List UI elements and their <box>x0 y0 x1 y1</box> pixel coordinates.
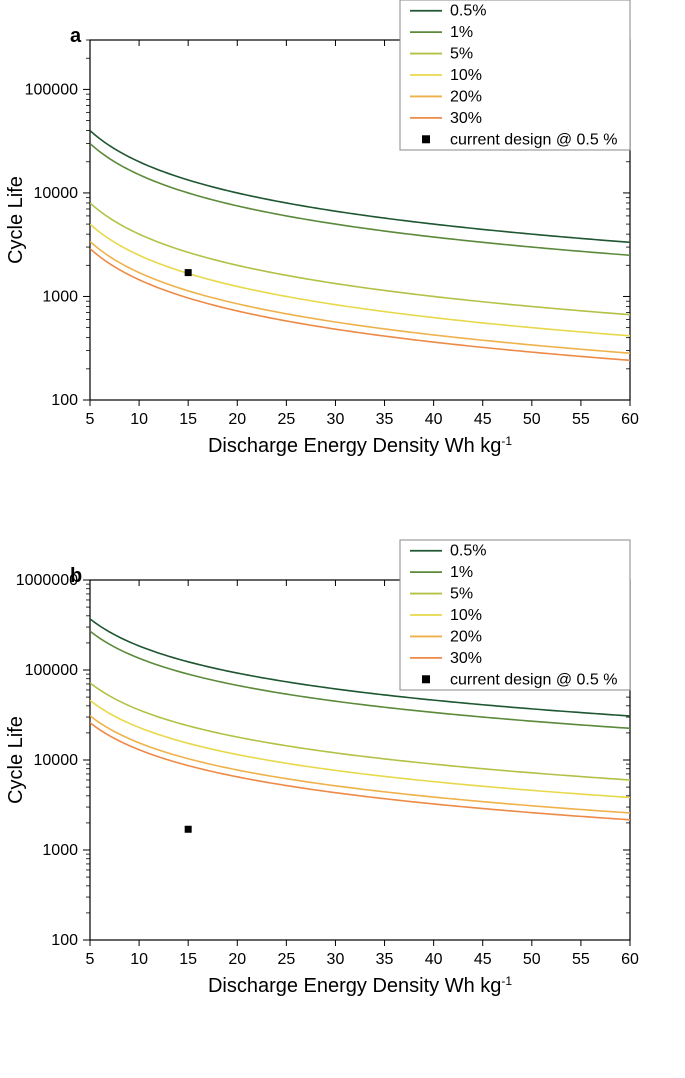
svg-text:25: 25 <box>277 951 295 968</box>
svg-text:100000: 100000 <box>25 81 78 98</box>
y-axis-label-a: Cycle Life <box>5 176 27 264</box>
legend-item-a-0: 0.5% <box>450 3 486 20</box>
legend-item-a-5: 30% <box>450 110 482 127</box>
legend-item-b-1: 1% <box>450 564 473 581</box>
series-b-5% <box>90 683 630 780</box>
svg-text:5: 5 <box>86 951 95 968</box>
svg-text:10: 10 <box>130 951 148 968</box>
svg-text:1000: 1000 <box>42 842 78 859</box>
legend-item-a-6: current design @ 0.5 % <box>450 131 617 148</box>
svg-text:50: 50 <box>523 951 541 968</box>
series-a-10% <box>90 224 630 336</box>
series-a-1% <box>90 144 630 256</box>
marker-current-design-a <box>185 269 192 276</box>
legend-item-b-4: 20% <box>450 628 482 645</box>
legend-item-b-6: current design @ 0.5 % <box>450 671 617 688</box>
series-a-5% <box>90 203 630 315</box>
series-b-10% <box>90 700 630 797</box>
svg-text:20: 20 <box>228 951 246 968</box>
svg-text:50: 50 <box>523 411 541 428</box>
svg-text:60: 60 <box>621 411 639 428</box>
svg-text:1000: 1000 <box>42 288 78 305</box>
legend-item-b-3: 10% <box>450 607 482 624</box>
figure-container: a 5 10 15 20 25 30 35 40 45 50 55 60 Discharge Energy… <box>0 0 685 1078</box>
x-axis-label-a: Discharge Energy Density Wh kg-1 <box>208 434 512 457</box>
series-a-30% <box>90 249 630 361</box>
svg-text:40: 40 <box>425 411 443 428</box>
svg-text:35: 35 <box>376 411 394 428</box>
svg-text:30: 30 <box>327 951 345 968</box>
legend-item-b-2: 5% <box>450 586 473 603</box>
svg-text:60: 60 <box>621 951 639 968</box>
legend-item-a-1: 1% <box>450 24 473 41</box>
svg-text:100: 100 <box>51 932 78 949</box>
y-axis-label-b: Cycle Life <box>5 716 27 804</box>
figure-svg: a 5 10 15 20 25 30 35 40 45 50 55 60 Discharge Energy… <box>0 0 685 1078</box>
series-b-20% <box>90 716 630 813</box>
svg-text:30: 30 <box>327 411 345 428</box>
svg-text:10: 10 <box>130 411 148 428</box>
x-axis-label-b: Discharge Energy Density Wh kg-1 <box>208 974 512 997</box>
svg-text:55: 55 <box>572 411 590 428</box>
legend-item-b-0: 0.5% <box>450 543 486 560</box>
svg-text:20: 20 <box>228 411 246 428</box>
svg-text:55: 55 <box>572 951 590 968</box>
legend-a: 0.5% 1% 5% 10% 20% 30% current design @ 0.5 % <box>400 0 630 150</box>
series-a-20% <box>90 241 630 353</box>
legend-b: 0.5% 1% 5% 10% 20% 30% current design @ 0.5 % <box>400 540 630 690</box>
svg-text:10000: 10000 <box>34 185 79 202</box>
svg-text:100000: 100000 <box>25 662 78 679</box>
svg-text:1000000: 1000000 <box>16 572 78 589</box>
svg-text:10000: 10000 <box>34 752 79 769</box>
series-b-30% <box>90 723 630 820</box>
legend-item-b-5: 30% <box>450 650 482 667</box>
svg-text:15: 15 <box>179 411 197 428</box>
svg-text:45: 45 <box>474 411 492 428</box>
legend-item-a-2: 5% <box>450 46 473 63</box>
svg-text:35: 35 <box>376 951 394 968</box>
panel-letter-a: a <box>70 25 82 47</box>
legend-item-a-3: 10% <box>450 67 482 84</box>
svg-text:5: 5 <box>86 411 95 428</box>
svg-text:15: 15 <box>179 951 197 968</box>
svg-text:45: 45 <box>474 951 492 968</box>
svg-text:100: 100 <box>51 392 78 409</box>
legend-item-a-4: 20% <box>450 88 482 105</box>
svg-text:25: 25 <box>277 411 295 428</box>
svg-text:40: 40 <box>425 951 443 968</box>
marker-current-design-b <box>185 826 192 833</box>
